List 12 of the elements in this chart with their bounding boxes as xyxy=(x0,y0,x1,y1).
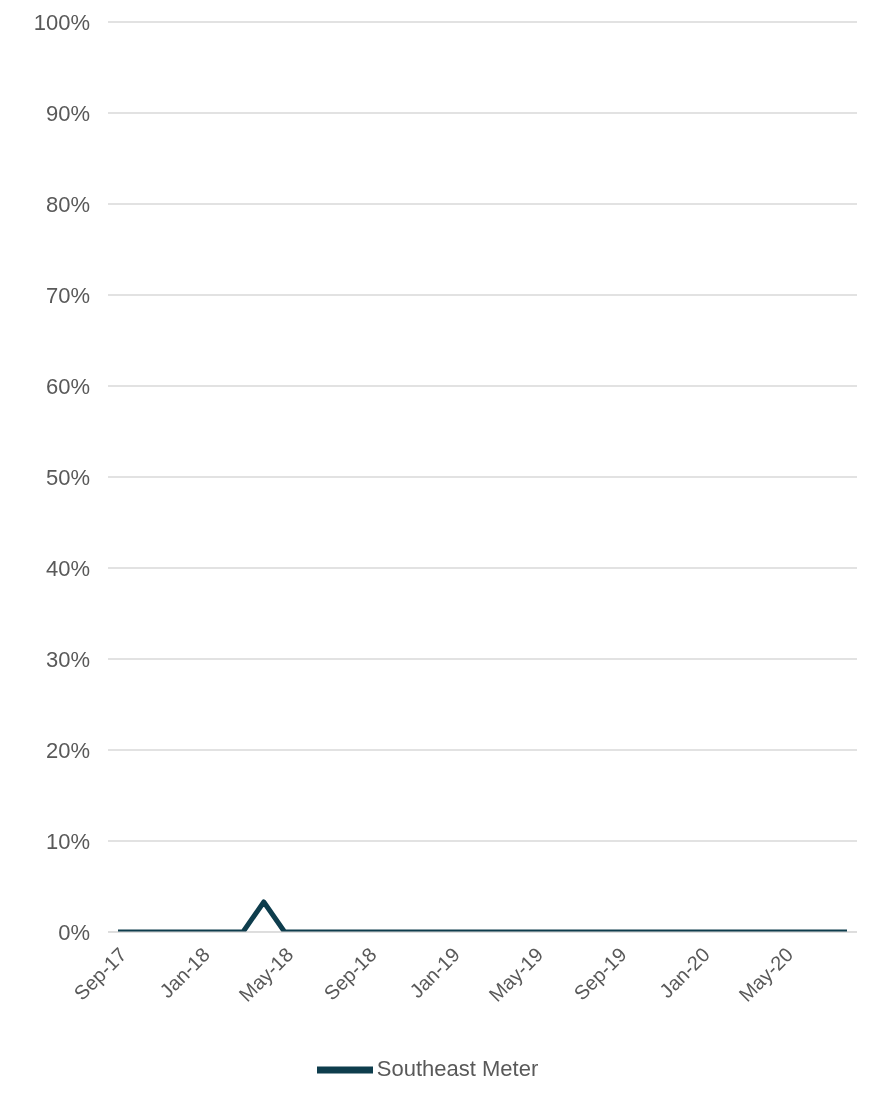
y-tick-label: 10% xyxy=(45,828,90,854)
y-tick-label: 0% xyxy=(58,919,90,945)
y-tick-label: 80% xyxy=(45,191,90,217)
y-tick-label: 40% xyxy=(45,555,90,581)
y-tick-label: 20% xyxy=(45,737,90,763)
y-tick-label: 90% xyxy=(45,100,90,126)
legend-label: Southeast Meter xyxy=(376,1055,539,1081)
y-tick-label: 30% xyxy=(45,646,90,672)
y-tick-label: 100% xyxy=(33,9,90,35)
y-tick-label: 60% xyxy=(45,373,90,399)
y-tick-label: 70% xyxy=(45,282,90,308)
y-tick-label: 50% xyxy=(45,464,90,490)
